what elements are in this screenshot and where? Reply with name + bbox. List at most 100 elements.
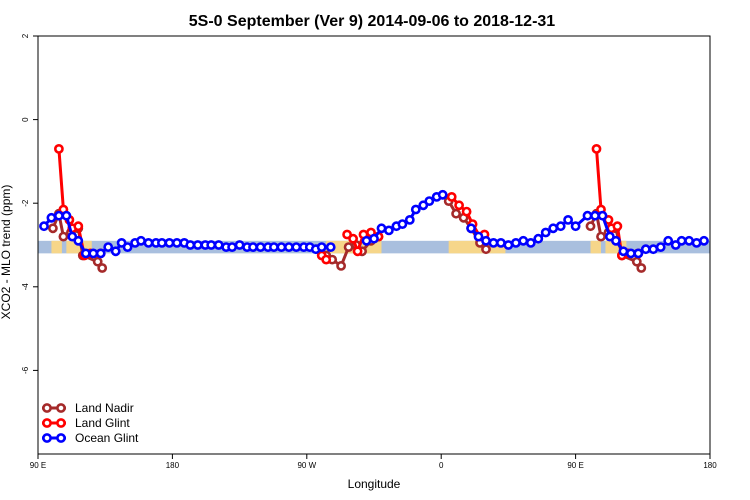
legend-marker	[56, 418, 66, 428]
data-point	[612, 221, 623, 232]
data-point	[39, 221, 49, 232]
data-point	[446, 191, 457, 202]
band-land-5	[590, 240, 601, 254]
x-tick-label: 180	[166, 461, 180, 470]
plot-frame	[37, 35, 711, 455]
legend-label: Land Nadir	[75, 401, 134, 415]
y-tick-label: -6	[21, 366, 30, 374]
data-point	[503, 240, 514, 250]
data-point	[61, 210, 72, 221]
data-point	[481, 244, 491, 255]
data-point	[336, 260, 346, 271]
data-point	[80, 248, 91, 259]
data-point	[192, 240, 203, 250]
data-point	[466, 223, 476, 234]
data-point	[611, 235, 621, 246]
legend-marker	[42, 433, 52, 443]
data-point	[248, 242, 258, 252]
data-point	[369, 233, 379, 244]
data-point	[548, 223, 559, 234]
data-point	[410, 204, 421, 215]
data-point	[454, 200, 464, 211]
data-point	[473, 231, 484, 242]
data-point	[676, 235, 687, 246]
data-point	[636, 263, 647, 273]
series-layer	[39, 143, 709, 273]
data-point	[164, 237, 175, 248]
data-point	[276, 242, 287, 252]
y-axis-label: XCO2 - MLO trend (ppm)	[0, 185, 13, 320]
data-point	[97, 263, 108, 273]
data-point	[533, 233, 544, 244]
data-point	[591, 143, 602, 154]
data-point	[206, 240, 217, 250]
data-point	[103, 242, 114, 252]
data-point	[563, 214, 573, 225]
x-tick-label: 90 E	[30, 461, 46, 470]
data-point	[451, 208, 461, 219]
data-point	[73, 235, 84, 246]
data-point	[590, 210, 600, 221]
data-point	[255, 242, 266, 252]
y-tick-label: 0	[21, 117, 30, 122]
data-point	[234, 240, 245, 250]
data-point	[684, 235, 694, 246]
data-point	[631, 256, 642, 267]
data-point	[655, 242, 666, 252]
data-point	[582, 210, 593, 221]
x-tick-label: 180	[703, 461, 717, 470]
data-point	[663, 235, 674, 246]
data-point	[597, 210, 608, 221]
x-axis: 90 E 180 90 W 0 90 E 180	[30, 454, 717, 470]
data-point	[424, 196, 435, 206]
data-point	[481, 235, 491, 246]
x-axis-label: Longitude	[348, 477, 401, 491]
data-point	[92, 256, 103, 267]
data-point	[640, 244, 651, 255]
data-point	[518, 235, 529, 246]
legend-item: Land Glint	[42, 416, 130, 430]
data-point	[525, 237, 536, 248]
y-tick-label: -2	[21, 199, 30, 207]
data-point	[156, 237, 167, 248]
data-point	[316, 242, 327, 252]
legend-marker	[56, 433, 66, 443]
data-point	[95, 248, 106, 259]
legend-marker	[42, 403, 52, 413]
data-point	[110, 246, 121, 257]
data-point	[136, 235, 146, 246]
legend-marker	[42, 418, 52, 428]
data-point	[143, 237, 154, 248]
data-point	[633, 248, 644, 259]
data-point	[46, 212, 57, 223]
y-axis: 2 0 -2 -4 -6	[21, 33, 38, 374]
data-point	[343, 242, 354, 252]
data-point	[73, 221, 84, 232]
legend-marker	[56, 403, 66, 413]
data-point	[618, 246, 629, 257]
data-point	[437, 189, 448, 200]
data-point	[54, 210, 64, 221]
data-point	[54, 143, 64, 154]
data-point	[361, 235, 372, 246]
y-tick-label: -4	[21, 283, 30, 291]
data-point	[570, 221, 581, 232]
legend-item: Ocean Glint	[42, 431, 139, 445]
data-point	[495, 237, 506, 248]
data-point	[461, 206, 472, 217]
data-point	[348, 233, 358, 244]
data-point	[383, 225, 394, 236]
y-tick-label: 2	[21, 33, 30, 38]
data-point	[58, 231, 69, 242]
data-point	[352, 246, 363, 257]
data-point	[404, 214, 415, 225]
legend-label: Land Glint	[75, 416, 130, 430]
data-point	[185, 240, 196, 250]
data-point	[555, 221, 566, 232]
band-land-0	[51, 240, 62, 254]
legend-item: Land Nadir	[42, 401, 134, 415]
data-point	[596, 231, 606, 242]
data-point	[321, 254, 332, 265]
